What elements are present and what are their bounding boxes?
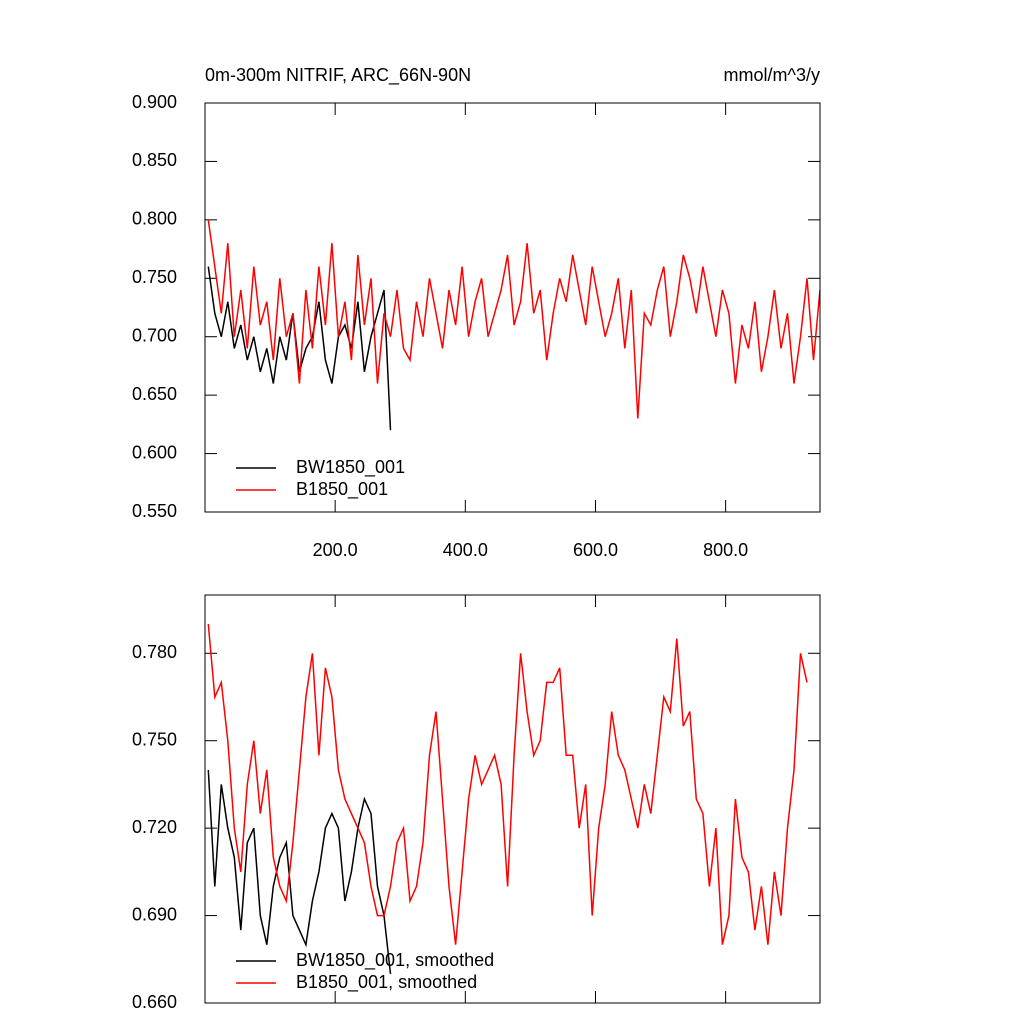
y-tick-label: 0.800 [132, 209, 177, 229]
data-line [207, 624, 808, 945]
y-tick-label: 0.900 [132, 92, 177, 112]
units-label: mmol/m^3/y [724, 65, 820, 85]
legend-label: B1850_001 [296, 479, 388, 500]
chart-title: 0m-300m NITRIF, ARC_66N-90N [205, 65, 471, 86]
y-tick-label: 0.750 [132, 267, 177, 287]
y-tick-label: 0.750 [132, 729, 177, 749]
y-tick-label: 0.780 [132, 642, 177, 662]
data-line [207, 769, 392, 974]
legend-label: B1850_001, smoothed [296, 972, 477, 993]
legend-label: BW1850_001 [296, 457, 405, 478]
y-tick-label: 0.550 [132, 501, 177, 521]
y-tick-label: 0.650 [132, 384, 177, 404]
data-line [207, 219, 820, 419]
plot-frame [204, 594, 821, 1004]
y-tick-label: 0.720 [132, 817, 177, 837]
x-tick-label: 200.0 [313, 540, 358, 560]
y-tick-label: 0.850 [132, 150, 177, 170]
x-tick-label: 400.0 [443, 540, 488, 560]
data-line [207, 266, 392, 431]
y-tick-label: 0.600 [132, 442, 177, 462]
y-tick-label: 0.660 [132, 992, 177, 1012]
y-tick-label: 0.690 [132, 904, 177, 924]
legend-label: BW1850_001, smoothed [296, 950, 494, 971]
y-tick-label: 0.700 [132, 325, 177, 345]
plot-frame [204, 102, 821, 513]
x-tick-label: 600.0 [573, 540, 618, 560]
x-tick-label: 800.0 [703, 540, 748, 560]
